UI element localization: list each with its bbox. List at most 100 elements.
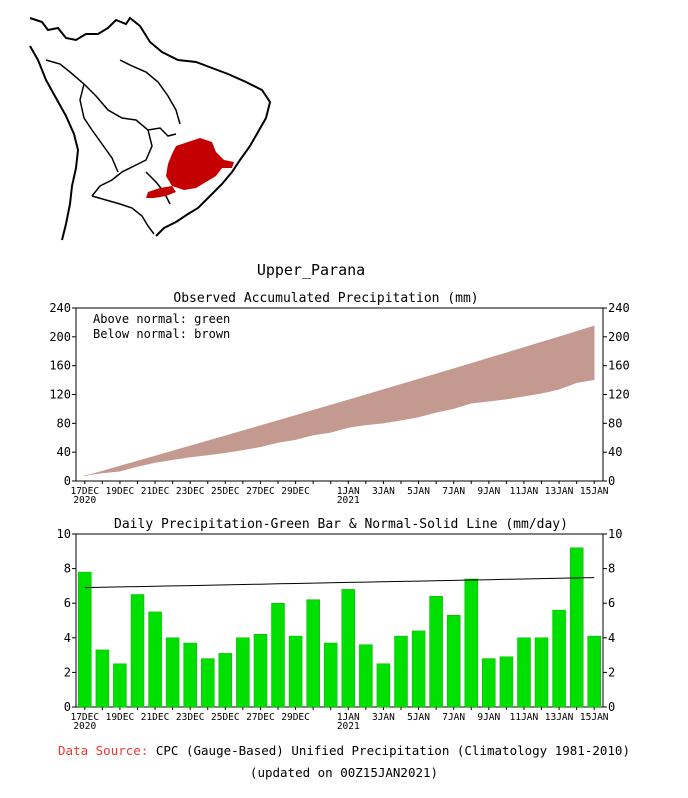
daily-xtick-label: 7JAN: [442, 712, 465, 723]
accum-xtick-label: 15JAN: [580, 486, 609, 497]
daily-bar: [113, 663, 127, 708]
accum-ytick-label-left: 0: [64, 474, 71, 488]
accum-ytick-label-left: 80: [57, 416, 71, 430]
accum-xtick-label: 29DEC: [281, 486, 310, 497]
daily-bar: [587, 635, 601, 708]
daily-bar: [95, 649, 110, 708]
daily-bar: [130, 594, 145, 708]
daily-bar: [323, 642, 338, 708]
accum-ytick-label-right: 120: [608, 388, 630, 402]
accum-ytick-label-left: 160: [49, 359, 71, 373]
map-borders: [45, 59, 181, 235]
daily-xtick-label: 13JAN: [545, 712, 574, 723]
accum-deficit-area: [84, 325, 595, 477]
daily-bar: [218, 653, 233, 708]
daily-xtick-label: 1JAN: [337, 712, 360, 723]
daily-xtick-label: 27DEC: [246, 712, 275, 723]
daily-bar: [552, 609, 566, 708]
data-source-line: Data Source: CPC (Gauge-Based) Unified P…: [0, 743, 688, 758]
accum-xtick-label: 11JAN: [510, 486, 539, 497]
daily-ytick-label-right: 4: [608, 631, 615, 645]
accum-year-label: 2020: [73, 495, 96, 506]
daily-ytick-label-right: 0: [608, 700, 615, 714]
daily-xtick-label: 5JAN: [407, 712, 430, 723]
daily-xtick-label: 15JAN: [580, 712, 609, 723]
daily-ytick-label-left: 6: [64, 596, 71, 610]
accum-ytick-label-right: 40: [608, 445, 622, 459]
accum-xtick-label: 25DEC: [211, 486, 240, 497]
south-america-map: [29, 15, 272, 241]
accum-ytick-label-right: 200: [608, 330, 630, 344]
daily-bar: [359, 644, 373, 708]
data-source-text: CPC (Gauge-Based) Unified Precipitation …: [155, 743, 630, 758]
daily-ytick-label-right: 10: [608, 527, 622, 541]
daily-ytick-label-left: 2: [64, 665, 71, 679]
daily-precipitation-chart: Daily Precipitation-Green Bar & Normal-S…: [57, 517, 623, 732]
daily-bar: [183, 642, 197, 708]
accum-xtick-label: 7JAN: [442, 486, 465, 497]
map-background: [30, 15, 272, 240]
data-source-label: Data Source:: [58, 743, 149, 758]
accum-ytick-label-left: 240: [49, 301, 71, 315]
daily-bar: [376, 663, 391, 708]
updated-line: (updated on 00Z15JAN2021): [249, 765, 439, 780]
accum-ytick-label-right: 80: [608, 416, 622, 430]
daily-bar: [148, 611, 162, 708]
daily-bar: [165, 637, 180, 708]
daily-chart-title: Daily Precipitation-Green Bar & Normal-S…: [114, 517, 568, 532]
daily-ytick-label-left: 4: [64, 631, 71, 645]
accum-xtick-label: 1JAN: [337, 486, 360, 497]
daily-xtick-label: 21DEC: [141, 712, 170, 723]
daily-bar: [464, 578, 479, 708]
daily-bar: [78, 571, 92, 708]
daily-ytick-label-left: 8: [64, 562, 71, 576]
map-coastline: [29, 16, 272, 237]
map-west-coast: [29, 45, 80, 241]
daily-bar: [411, 630, 426, 708]
accum-annotation-below: Below normal: brown: [93, 327, 230, 341]
daily-ytick-label-left: 10: [57, 527, 71, 541]
accum-annotation-above: Above normal: green: [93, 312, 230, 326]
daily-ytick-label-right: 6: [608, 596, 615, 610]
daily-normal-line: [84, 577, 595, 589]
accumulated-precipitation-chart: Observed Accumulated Precipitation (mm) …: [49, 291, 629, 506]
daily-xtick-label: 29DEC: [281, 712, 310, 723]
daily-year-label: 2021: [337, 721, 360, 732]
upper-parana-region-extension: [146, 186, 176, 198]
accum-xtick-label: 27DEC: [246, 486, 275, 497]
accum-ytick-label-right: 0: [608, 474, 615, 488]
accum-xtick-label: 9JAN: [477, 486, 500, 497]
accum-ytick-label-left: 120: [49, 388, 71, 402]
daily-bar: [534, 637, 549, 708]
accum-year-label: 2021: [337, 495, 360, 506]
daily-xtick-label: 23DEC: [176, 712, 205, 723]
daily-bar: [236, 637, 250, 708]
accum-ytick-label-right: 240: [608, 301, 630, 315]
daily-xtick-label: 11JAN: [510, 712, 539, 723]
accum-ytick-label-left: 40: [57, 445, 71, 459]
accum-ytick-label-left: 200: [49, 330, 71, 344]
accum-ytick-label-right: 160: [608, 359, 630, 373]
daily-bar: [482, 658, 496, 708]
daily-bar: [517, 637, 531, 708]
daily-bar: [306, 599, 320, 708]
accum-xtick-label: 17DEC: [70, 486, 99, 497]
accum-xtick-label: 23DEC: [176, 486, 205, 497]
daily-bar: [271, 602, 285, 708]
daily-ytick-label-right: 2: [608, 665, 615, 679]
daily-xtick-label: 9JAN: [477, 712, 500, 723]
daily-bar: [341, 589, 356, 708]
daily-bar: [446, 615, 461, 708]
daily-xtick-label: 19DEC: [106, 712, 135, 723]
daily-bar: [499, 656, 514, 708]
region-title: Upper_Parana: [257, 261, 365, 279]
daily-ytick-label-left: 0: [64, 700, 71, 714]
daily-bar: [394, 635, 408, 708]
accum-xtick-label: 13JAN: [545, 486, 574, 497]
daily-xtick-label: 25DEC: [211, 712, 240, 723]
daily-bar: [253, 634, 268, 708]
accum-xtick-label: 19DEC: [106, 486, 135, 497]
daily-ytick-label-right: 8: [608, 562, 615, 576]
accum-xtick-label: 21DEC: [141, 486, 170, 497]
